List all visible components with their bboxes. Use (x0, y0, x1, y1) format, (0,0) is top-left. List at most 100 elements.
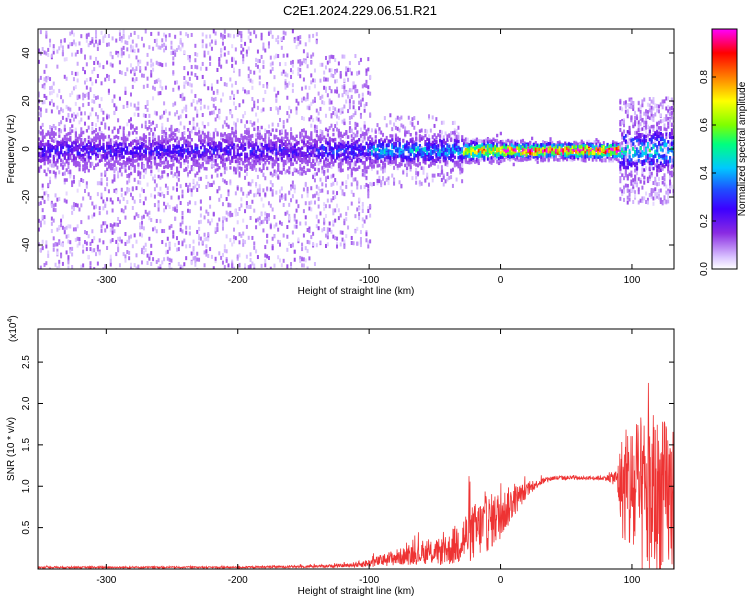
heatmap-cell (267, 147, 271, 151)
heatmap-cell (299, 67, 302, 72)
heatmap-cell (205, 34, 208, 39)
heatmap-cell (181, 144, 184, 148)
heatmap-cell (352, 241, 355, 246)
heatmap-cell (396, 148, 399, 153)
heatmap-cell (141, 247, 144, 252)
heatmap-cell (104, 187, 107, 192)
heatmap-cell (41, 155, 44, 160)
heatmap-cell (286, 149, 289, 154)
heatmap-cell (131, 124, 134, 129)
heatmap-cell (67, 147, 70, 152)
heatmap-cell (203, 237, 206, 242)
heatmap-cell (439, 142, 442, 147)
heatmap-cell (63, 134, 66, 139)
heatmap-cell (295, 45, 298, 50)
heatmap-cell (166, 165, 169, 169)
heatmap-cell (214, 96, 217, 101)
heatmap-cell (286, 132, 289, 136)
heatmap-cell (190, 188, 193, 193)
heatmap-cell (328, 55, 331, 60)
heatmap-cell (181, 131, 184, 136)
heatmap-cell (111, 138, 114, 143)
heatmap-cell (223, 34, 226, 39)
heatmap-cell (218, 110, 221, 115)
heatmap-cell (319, 146, 322, 151)
heatmap-cell (310, 235, 313, 240)
heatmap-cell (323, 147, 326, 151)
heatmap-cell (387, 145, 390, 150)
heatmap-cell (302, 263, 305, 268)
heatmap-cell (58, 129, 61, 134)
heatmap-cell (38, 145, 41, 150)
heatmap-cell (95, 39, 98, 44)
heatmap-cell (61, 214, 64, 219)
heatmap-cell (258, 216, 261, 221)
heatmap-cell (164, 85, 167, 90)
heatmap-cell (358, 148, 361, 152)
heatmap-cell (297, 67, 300, 72)
heatmap-cell (435, 146, 438, 150)
heatmap-cell (282, 194, 285, 199)
heatmap-cell (426, 129, 429, 134)
heatmap-cell (85, 241, 88, 246)
heatmap-cell (150, 156, 153, 160)
heatmap-cell (435, 117, 438, 122)
heatmap-cell (100, 81, 103, 86)
heatmap-cell (256, 49, 259, 54)
heatmap-cell (87, 101, 90, 106)
heatmap-cell (324, 77, 327, 82)
heatmap-cell (361, 148, 364, 152)
heatmap-cell (319, 129, 322, 134)
heatmap-cell (306, 144, 309, 149)
heatmap-cell (328, 139, 331, 144)
heatmap-cell (38, 111, 40, 116)
heatmap-cell (343, 151, 346, 155)
heatmap-cell (194, 184, 197, 189)
heatmap-cell (43, 69, 46, 74)
heatmap-cell (337, 133, 341, 138)
heatmap-cell (58, 224, 61, 229)
heatmap-cell (350, 168, 353, 173)
heatmap-cell (229, 136, 232, 141)
heatmap-cell (326, 93, 329, 98)
heatmap-cell (286, 169, 289, 173)
heatmap-cell (163, 229, 166, 234)
heatmap-cell (350, 240, 353, 245)
heatmap-cell (201, 32, 204, 37)
heatmap-cell (63, 57, 66, 62)
heatmap-cell (67, 106, 70, 111)
heatmap-cell (194, 131, 197, 136)
heatmap-cell (159, 175, 162, 180)
heatmap-cell (323, 169, 326, 174)
heatmap-cell (255, 57, 258, 62)
heatmap-cell (269, 132, 272, 137)
heatmap-cell (172, 234, 175, 239)
heatmap-cell (428, 114, 431, 119)
heatmap-cell (256, 135, 260, 140)
heatmap-cell (258, 148, 261, 153)
heatmap-cell (290, 68, 293, 73)
heatmap-cell (153, 141, 157, 146)
heatmap-cell (177, 128, 180, 133)
heatmap-cell (310, 164, 313, 169)
heatmap-cell (343, 143, 346, 147)
heatmap-cell (181, 97, 184, 102)
heatmap-cell (120, 193, 123, 198)
heatmap-cell (350, 115, 353, 120)
heatmap-cell (326, 162, 330, 167)
heatmap-cell (288, 202, 291, 207)
heatmap-cell (337, 93, 340, 98)
heatmap-cell (290, 153, 293, 158)
heatmap-cell (297, 141, 300, 145)
heatmap-cell (363, 173, 366, 178)
heatmap-cell (133, 263, 136, 268)
heatmap-cell (111, 63, 114, 68)
heatmap-cell (111, 200, 114, 205)
heatmap-cell (146, 126, 149, 131)
heatmap-cell (142, 138, 146, 142)
heatmap-cell (85, 92, 88, 97)
heatmap-cell (290, 198, 293, 203)
heatmap-cell (91, 107, 94, 112)
heatmap-cell (358, 138, 361, 142)
heatmap-cell (234, 212, 237, 217)
